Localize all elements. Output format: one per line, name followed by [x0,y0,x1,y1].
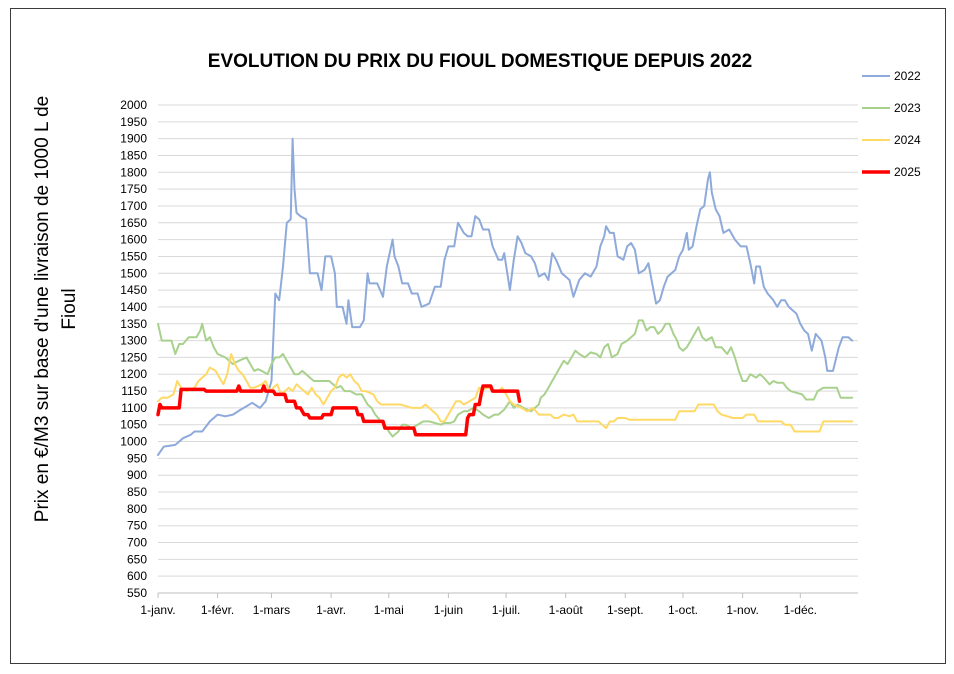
y-tick-label: 1250 [120,350,147,364]
y-tick-label: 1350 [120,317,147,331]
y-tick-label: 950 [127,451,147,465]
x-tick-label: 1-janv. [140,603,175,617]
y-axis-label-line-1: Prix en €/M3 sur base d'une livraison de… [32,96,53,522]
y-tick-label: 800 [127,502,147,516]
y-tick-label: 850 [127,485,147,499]
series-line-2023 [157,319,854,438]
x-tick-label: 1-août [549,603,584,617]
chart-svg: 2000 1950 1900 1850 1800 1750 1700 1650 1600 1550… [32,51,921,617]
legend-label-2025: 2025 [894,165,921,179]
series-line-2025 [156,384,522,437]
y-tick-label: 1700 [120,199,147,213]
x-tick-label: 1-avr. [316,603,346,617]
y-tick-label: 650 [127,552,147,566]
x-tick-label: 1-févr. [201,603,234,617]
y-tick-label: 1150 [121,384,147,398]
y-tick-label: 1450 [120,283,147,297]
y-tick-label: 600 [127,569,147,583]
y-tick-label: 1300 [120,334,147,348]
y-tick-label: 750 [127,519,147,533]
x-tick-label: 1-sept. [607,603,644,617]
y-tick-label: 1200 [120,367,147,381]
y-tick-label: 700 [127,536,147,550]
chart-frame: 2000 1950 1900 1850 1800 1750 1700 1650 1600 1550… [10,8,946,664]
y-tick-label: 1850 [120,148,147,162]
y-tick-label: 1000 [120,435,147,449]
x-tick-label: 1-oct. [668,603,698,617]
y-tick-label: 550 [127,586,147,600]
y-tick-label: 1750 [120,182,147,196]
y-tick-label: 900 [127,468,147,482]
y-tick-label: 1500 [120,266,147,280]
x-tick-label: 1-mars [253,603,290,617]
legend-label-2023: 2023 [894,101,921,115]
x-tick-label: 1-juil. [492,603,521,617]
y-tick-label: 1550 [120,249,147,263]
series-line-2024 [157,353,854,433]
y-tick-label: 1650 [120,216,147,230]
y-axis-label-line-2: Fioul [59,288,80,329]
legend: 2022 2023 2024 2025 [862,69,921,179]
chart-title: EVOLUTION DU PRIX DU FIOUL DOMESTIQUE DE… [208,51,752,72]
y-tick-label: 1400 [120,300,147,314]
y-tick-label: 1800 [120,165,147,179]
x-tick-label: 1-juin [434,603,463,617]
y-tick-label: 1950 [120,115,147,129]
x-tick-label: 1-déc. [784,603,817,617]
y-tick-label: 1600 [120,233,147,247]
gridlines [158,104,858,594]
legend-label-2024: 2024 [894,133,921,147]
axes: 2000 1950 1900 1850 1800 1750 1700 1650 1600 1550… [120,98,858,617]
y-tick-label: 1050 [120,418,147,432]
y-tick-label: 1900 [120,132,147,146]
x-tick-label: 1-nov. [726,603,758,617]
series-line-2022 [157,137,854,456]
x-tick-label: 1-mai [374,603,404,617]
y-tick-label: 1100 [121,401,147,415]
legend-label-2022: 2022 [894,69,921,83]
series-lines [156,137,854,456]
y-tick-label: 2000 [120,98,147,112]
